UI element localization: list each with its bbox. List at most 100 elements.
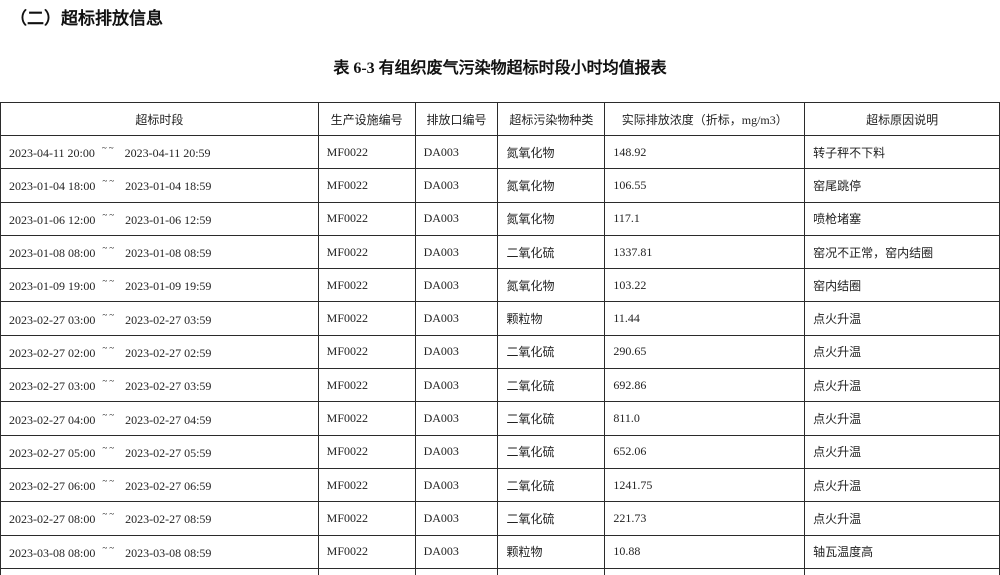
cell-outlet-id: DA003 [414, 334, 499, 370]
cell-reason: 转子秤不下料 [804, 134, 1000, 170]
period-separator: ~~ [102, 209, 117, 220]
cell-pollutant: 二氧化硫 [497, 434, 606, 469]
cell-facility-id: MF0022 [317, 434, 416, 469]
period-end: 2023-01-08 08:59 [125, 246, 212, 261]
cell-reason: 喷枪堵塞 [804, 201, 1000, 236]
cell-outlet-id: DA003 [414, 434, 499, 469]
empty-cell [604, 567, 806, 575]
cell-pollutant: 二氧化硫 [497, 501, 606, 536]
period-start: 2023-01-09 19:00 [9, 279, 96, 294]
period-start: 2023-02-27 08:00 [9, 512, 96, 527]
cell-reason: 轴瓦温度高 [804, 534, 1000, 569]
table-row: 2023-02-27 06:00 ~~ 2023-02-27 06:59 MF002… [0, 467, 1000, 503]
col-header-outlet-id: 排放口编号 [414, 102, 499, 136]
cell-reason: 窑况不正常，窑内结圈 [804, 234, 1000, 270]
cell-facility-id: MF0022 [317, 134, 416, 170]
period-separator: ~~ [102, 243, 117, 254]
cell-reason: 点火升温 [804, 501, 1000, 536]
period-separator: ~~ [102, 376, 117, 387]
period-start: 2023-03-08 08:00 [9, 545, 96, 560]
cell-period: 2023-02-27 06:00 ~~ 2023-02-27 06:59 [0, 467, 319, 503]
period-start: 2023-04-11 20:00 [9, 146, 95, 161]
period-start: 2023-02-27 06:00 [9, 479, 96, 494]
cell-outlet-id: DA003 [414, 501, 499, 536]
section-title: （二）超标排放信息 [10, 9, 163, 28]
cell-reason: 窑内结圈 [804, 268, 1000, 303]
cell-period: 2023-03-08 08:00 ~~ 2023-03-08 08:59 [0, 534, 319, 569]
cell-reason: 点火升温 [804, 467, 1000, 503]
cell-period: 2023-04-11 20:00 ~~ 2023-04-11 20:59 [0, 134, 319, 170]
period-separator: ~~ [102, 176, 117, 187]
period-separator: ~~ [102, 442, 117, 453]
cell-concentration: 290.65 [604, 334, 806, 370]
period-start: 2023-02-27 05:00 [9, 445, 96, 460]
period-separator: ~~ [102, 409, 117, 420]
period-end: 2023-01-04 18:59 [125, 179, 212, 194]
cell-outlet-id: DA003 [414, 168, 499, 203]
period-separator: ~~ [102, 509, 117, 520]
table-body: 2023-04-11 20:00 ~~ 2023-04-11 20:59 MF002… [0, 134, 1000, 575]
empty-cell [317, 567, 416, 575]
cell-pollutant: 氮氧化物 [497, 268, 606, 303]
cell-concentration: 103.22 [604, 268, 806, 303]
cell-pollutant: 二氧化硫 [497, 467, 606, 503]
cell-pollutant: 二氧化硫 [497, 368, 606, 403]
cell-concentration: 117.1 [604, 201, 806, 236]
cell-pollutant: 二氧化硫 [497, 334, 606, 370]
period-end: 2023-01-06 12:59 [125, 212, 212, 227]
cell-period: 2023-02-27 03:00 ~~ 2023-02-27 03:59 [0, 368, 319, 403]
cell-outlet-id: DA003 [414, 134, 499, 170]
cell-outlet-id: DA003 [414, 201, 499, 236]
period-end: 2023-02-27 02:59 [125, 345, 212, 360]
table-row: 2023-03-08 08:00 ~~ 2023-03-08 08:59 MF002… [0, 534, 1000, 569]
cell-concentration: 1337.81 [604, 234, 806, 270]
period-start: 2023-02-27 02:00 [9, 345, 96, 360]
cell-outlet-id: DA003 [414, 301, 499, 336]
cell-concentration: 811.0 [604, 401, 806, 436]
cell-concentration: 10.88 [604, 534, 806, 569]
cell-reason: 点火升温 [804, 334, 1000, 370]
cell-facility-id: MF0022 [317, 401, 416, 436]
period-start: 2023-02-27 03:00 [9, 379, 96, 394]
period-separator: ~~ [102, 342, 117, 353]
cell-pollutant: 氮氧化物 [497, 168, 606, 203]
col-header-facility-id: 生产设施编号 [317, 102, 416, 136]
cell-reason: 点火升温 [804, 368, 1000, 403]
cell-concentration: 692.86 [604, 368, 806, 403]
period-separator: ~~ [102, 542, 117, 553]
cell-period: 2023-02-27 05:00 ~~ 2023-02-27 05:59 [0, 434, 319, 469]
cell-facility-id: MF0022 [317, 301, 416, 336]
period-end: 2023-03-08 08:59 [125, 545, 212, 560]
cell-outlet-id: DA003 [414, 234, 499, 270]
cell-reason: 点火升温 [804, 434, 1000, 469]
period-end: 2023-02-27 03:59 [125, 312, 212, 327]
period-end: 2023-02-27 03:59 [125, 379, 212, 394]
cell-concentration: 652.06 [604, 434, 806, 469]
cell-facility-id: MF0022 [317, 201, 416, 236]
period-end: 2023-02-27 06:59 [125, 479, 212, 494]
cell-outlet-id: DA003 [414, 534, 499, 569]
table-row: 2023-01-08 08:00 ~~ 2023-01-08 08:59 MF002… [0, 234, 1000, 270]
table-row: 2023-02-27 03:00 ~~ 2023-02-27 03:59 MF002… [0, 368, 1000, 403]
empty-cell [414, 567, 499, 575]
cell-pollutant: 二氧化硫 [497, 401, 606, 436]
col-header-concentration: 实际排放浓度（折标，mg/m3） [604, 102, 806, 136]
cell-pollutant: 二氧化硫 [497, 234, 606, 270]
cell-pollutant: 氮氧化物 [497, 134, 606, 170]
period-end: 2023-02-27 04:59 [125, 412, 212, 427]
cell-concentration: 11.44 [604, 301, 806, 336]
cell-concentration: 106.55 [604, 168, 806, 203]
cell-period: 2023-01-08 08:00 ~~ 2023-01-08 08:59 [0, 234, 319, 270]
cell-concentration: 148.92 [604, 134, 806, 170]
table-row: 2023-01-09 19:00 ~~ 2023-01-09 19:59 MF002… [0, 268, 1000, 303]
cell-pollutant: 颗粒物 [497, 534, 606, 569]
header-row: 超标时段 生产设施编号 排放口编号 超标污染物种类 实际排放浓度（折标，mg/m… [0, 102, 1000, 136]
cell-reason: 点火升温 [804, 301, 1000, 336]
period-separator: ~~ [102, 276, 117, 287]
period-start: 2023-01-04 18:00 [9, 179, 96, 194]
period-separator: ~~ [102, 309, 117, 320]
period-separator: ~~ [102, 476, 117, 487]
table-row: 2023-02-27 02:00 ~~ 2023-02-27 02:59 MF002… [0, 334, 1000, 370]
cell-outlet-id: DA003 [414, 401, 499, 436]
